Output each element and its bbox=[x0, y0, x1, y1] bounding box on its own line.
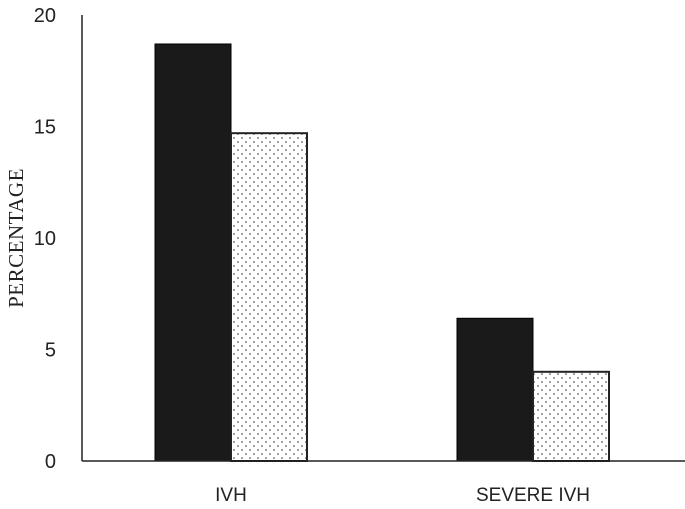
axes-group bbox=[81, 15, 685, 462]
x-category-label: IVH bbox=[215, 485, 247, 506]
y-tick-labels: 0 5 10 15 20 bbox=[34, 5, 56, 473]
y-tick-label: 0 bbox=[45, 451, 56, 473]
y-axis-title: PERCENTAGE bbox=[4, 168, 28, 308]
bar-series-2-ivh bbox=[230, 132, 308, 462]
bar-series-2-severe-ivh bbox=[532, 370, 610, 462]
x-category-labels: IVH SEVERE IVH bbox=[215, 485, 590, 506]
bars-group bbox=[154, 43, 610, 462]
y-tick-label: 15 bbox=[34, 117, 56, 139]
bar-series-1-severe-ivh bbox=[456, 317, 534, 462]
x-category-label: SEVERE IVH bbox=[476, 485, 590, 506]
bar-series-1-ivh bbox=[154, 43, 232, 462]
y-tick-label: 10 bbox=[34, 228, 56, 250]
y-tick-label: 20 bbox=[34, 5, 56, 27]
y-tick-label: 5 bbox=[45, 340, 56, 362]
